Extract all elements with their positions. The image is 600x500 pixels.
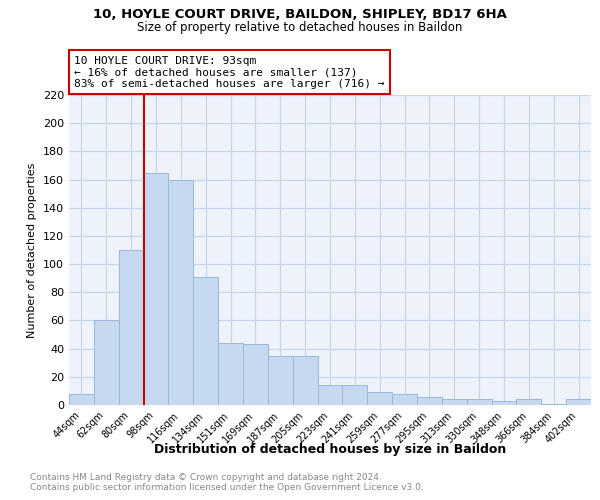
Bar [218,343,243,405]
Bar [293,356,317,405]
Y-axis label: Number of detached properties: Number of detached properties [28,162,37,338]
Text: 10, HOYLE COURT DRIVE, BAILDON, SHIPLEY, BD17 6HA: 10, HOYLE COURT DRIVE, BAILDON, SHIPLEY,… [93,8,507,20]
Bar [343,386,367,405]
Bar [442,400,467,405]
Text: Distribution of detached houses by size in Baildon: Distribution of detached houses by size … [154,442,506,456]
Bar [193,277,218,405]
Text: 10 HOYLE COURT DRIVE: 93sqm
← 16% of detached houses are smaller (137)
83% of se: 10 HOYLE COURT DRIVE: 93sqm ← 16% of det… [74,56,385,89]
Bar [119,250,143,405]
Bar [94,320,119,405]
Text: Contains HM Land Registry data © Crown copyright and database right 2024.
Contai: Contains HM Land Registry data © Crown c… [30,472,424,492]
Bar [69,394,94,405]
Text: Size of property relative to detached houses in Baildon: Size of property relative to detached ho… [137,21,463,34]
Bar [467,400,491,405]
Bar [491,401,517,405]
Bar [392,394,417,405]
Bar [367,392,392,405]
Bar [541,404,566,405]
Bar [143,172,169,405]
Bar [566,400,591,405]
Bar [243,344,268,405]
Bar [317,386,343,405]
Bar [169,180,193,405]
Bar [417,396,442,405]
Bar [268,356,293,405]
Bar [517,400,541,405]
